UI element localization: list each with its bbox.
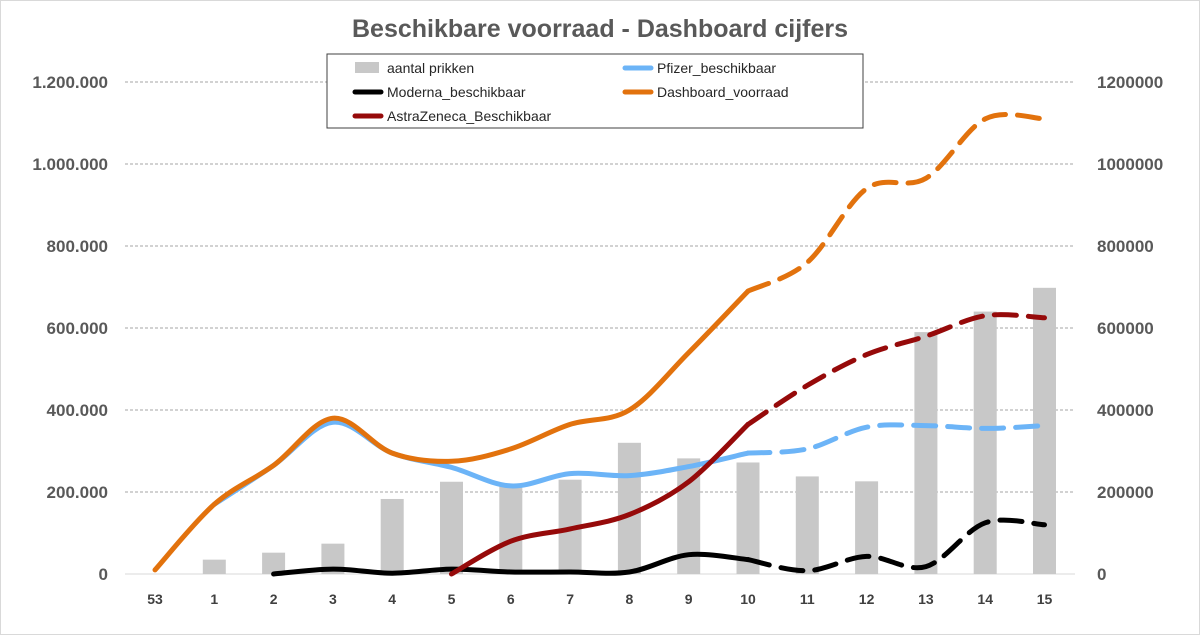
line-dashboard-voorraad-dashed	[745, 112, 1047, 294]
right-axis: 0 200000 400000 600000 800000 1000000 1200000	[1097, 73, 1163, 584]
bar	[795, 476, 819, 574]
right-axis-tick-label: 200000	[1097, 483, 1154, 502]
x-axis-tick-label: 5	[448, 591, 456, 607]
x-axis-tick-label: 4	[388, 591, 396, 607]
x-axis-tick-label: 2	[270, 591, 278, 607]
x-axis-tick-label: 12	[859, 591, 875, 607]
left-axis-tick-label: 1.000.000	[32, 155, 108, 174]
line-moderna-beschikbaar-solid	[271, 551, 751, 577]
left-axis-tick-label: 400.000	[47, 401, 108, 420]
bar	[321, 543, 345, 574]
legend-label: Pfizer_beschikbaar	[657, 60, 776, 76]
x-axis-tick-label: 11	[800, 591, 815, 607]
left-axis-tick-label: 1.200.000	[32, 73, 108, 92]
right-axis-tick-label: 600000	[1097, 319, 1154, 338]
x-axis-tick-label: 7	[566, 591, 574, 607]
left-axis: 0 200.000 400.000 600.000 800.000 1.000.000 1.…	[32, 73, 108, 584]
bar	[973, 311, 997, 574]
bar	[202, 559, 226, 574]
right-axis-tick-label: 1200000	[1097, 73, 1163, 92]
legend-label: aantal prikken	[387, 60, 474, 76]
legend-box	[326, 53, 864, 129]
bar	[262, 552, 286, 574]
legend-label: Moderna_beschikbaar	[387, 84, 526, 100]
line-pfizer-beschikbaar-dashed	[745, 422, 1047, 456]
right-axis-tick-label: 1000000	[1097, 155, 1163, 174]
left-axis-tick-label: 600.000	[47, 319, 108, 338]
right-axis-tick-label: 0	[1097, 565, 1106, 584]
line-series	[152, 112, 1047, 577]
bar	[1033, 287, 1056, 574]
left-axis-tick-label: 800.000	[47, 237, 108, 256]
right-axis-tick-label: 400000	[1097, 401, 1154, 420]
bar	[855, 481, 879, 574]
x-axis-tick-label: 15	[1037, 591, 1053, 607]
bar	[380, 498, 404, 574]
line-dashboard-voorraad-solid	[152, 288, 751, 573]
bar	[914, 332, 938, 574]
bar	[440, 481, 463, 574]
x-axis-tick-label: 8	[626, 591, 634, 607]
left-axis-tick-label: 0	[99, 565, 108, 584]
x-axis-tick-label: 3	[329, 591, 337, 607]
x-axis-tick-label: 14	[977, 591, 993, 607]
legend-swatch	[355, 62, 379, 73]
x-axis-tick-label: 1	[210, 591, 218, 607]
legend: aantal prikken Pfizer_beschikbaar Moderna_…	[326, 53, 864, 129]
legend-label: AstraZeneca_Beschikbaar	[387, 108, 552, 124]
x-axis-tick-label: 53	[147, 591, 163, 607]
x-axis-tick-label: 6	[507, 591, 515, 607]
x-axis-tick-label: 13	[918, 591, 934, 607]
line-moderna-beschikbaar-dashed	[745, 517, 1047, 574]
left-axis-tick-label: 200.000	[47, 483, 108, 502]
bar	[617, 442, 641, 574]
line-astrazeneca-beschikbaar-solid	[449, 421, 751, 577]
bar	[736, 462, 760, 574]
chart-title: Beschikbare voorraad - Dashboard cijfers	[352, 15, 848, 43]
bar	[499, 484, 523, 574]
x-axis-tick-label: 10	[740, 591, 756, 607]
x-axis: 53 1 2 3 4 5 6 7 8 9 10 11 12 13 14 15	[147, 591, 1052, 607]
legend-label: Dashboard_voorraad	[657, 84, 789, 100]
right-axis-tick-label: 800000	[1097, 237, 1154, 256]
x-axis-tick-label: 9	[685, 591, 693, 607]
